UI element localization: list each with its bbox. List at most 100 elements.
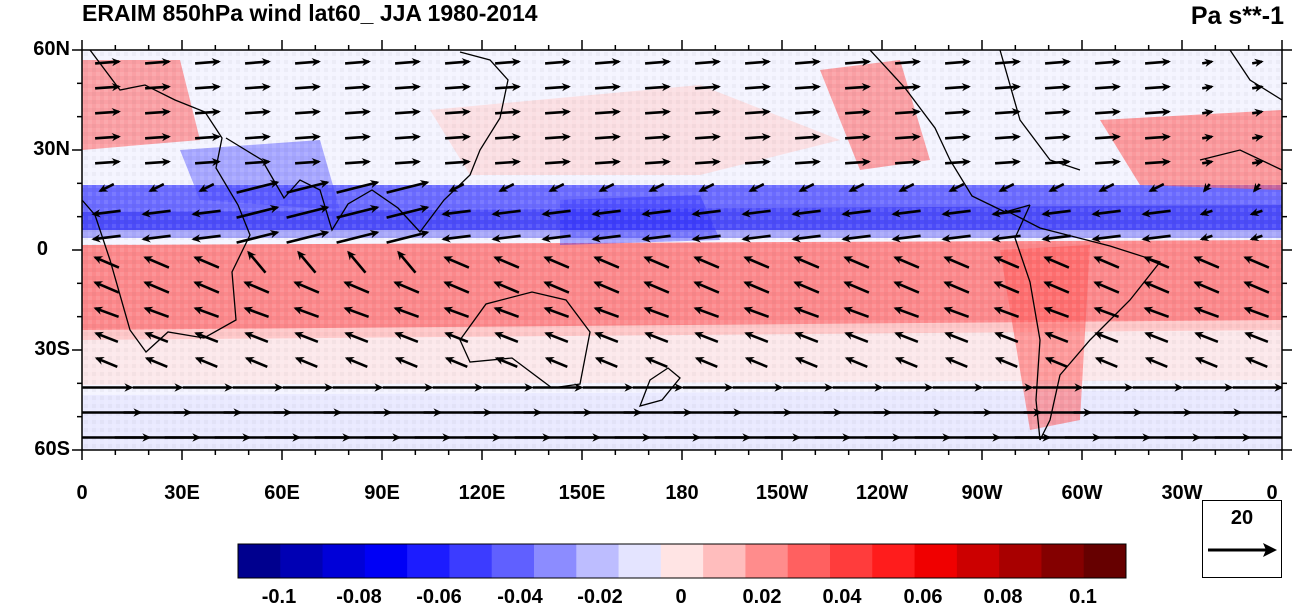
lat-label-60s: 60S — [34, 438, 70, 460]
wind-vector-head — [494, 357, 505, 365]
wind-vector-head — [524, 383, 534, 392]
wind-vector-head — [1254, 58, 1264, 67]
wind-vector-head — [211, 158, 221, 167]
wind-vector — [286, 231, 328, 244]
wind-vector-head — [1044, 331, 1055, 340]
wind-vector-head — [948, 184, 959, 192]
wind-vector — [144, 281, 170, 294]
wind-vector — [843, 234, 871, 241]
wind-vector — [694, 281, 720, 294]
units-label: Pa s**-1 — [1190, 2, 1284, 30]
colorbar-swatch — [999, 544, 1042, 578]
wind-vector-head — [111, 133, 121, 142]
wind-vector-head — [711, 58, 721, 67]
colorbar-swatch — [238, 544, 281, 578]
colorbar-swatch — [449, 544, 493, 578]
wind-vector — [1043, 234, 1071, 241]
wind-vector — [1144, 256, 1170, 269]
wind-vector-head — [944, 331, 955, 340]
colorbar-label-4: -0.04 — [497, 586, 543, 608]
lon-label-90e: 90E — [364, 482, 400, 504]
wind-vector-head — [397, 250, 407, 261]
wind-vector-head — [394, 357, 405, 365]
wind-vector-head — [1243, 281, 1254, 289]
wind-vector-head — [961, 83, 971, 92]
wind-vector-head — [561, 133, 571, 142]
wind-vector — [894, 256, 920, 269]
lon-label-0: 0 — [76, 482, 88, 504]
wind-vector — [544, 281, 570, 294]
wind-vector-head — [1161, 108, 1171, 117]
wind-vector — [1093, 234, 1121, 241]
wind-vector-head — [561, 108, 571, 117]
wind-vector-head — [161, 108, 171, 117]
wind-vector-head — [911, 158, 921, 167]
wind-vector-head — [1199, 208, 1210, 217]
colorbar-swatch — [872, 544, 916, 578]
reference-vector-box: 20 — [1202, 500, 1282, 578]
wind-vector-head — [593, 281, 604, 289]
colorbar-label-3: -0.06 — [416, 586, 462, 608]
wind-vector — [644, 256, 670, 269]
wind-vector — [1143, 209, 1171, 216]
wind-vector — [236, 231, 278, 244]
wind-vector-head — [1143, 281, 1154, 289]
wind-vector-head — [1111, 83, 1121, 92]
wind-vector-head — [611, 133, 621, 142]
wind-vector — [543, 209, 571, 216]
wind-vector-head — [761, 108, 771, 117]
colorbar-swatch — [280, 544, 324, 578]
wind-vector-head — [198, 184, 209, 192]
wind-vector-head — [593, 306, 604, 315]
wind-vector-head — [661, 83, 671, 92]
wind-vector — [193, 209, 221, 216]
wind-vector-head — [611, 108, 621, 117]
wind-vector — [93, 209, 121, 216]
wind-vector-head — [661, 133, 671, 142]
wind-vector-head — [1061, 108, 1071, 117]
wind-vector-head — [698, 184, 709, 192]
wind-vector-head — [498, 184, 509, 192]
wind-vector-head — [511, 108, 521, 117]
wind-vector-head — [711, 133, 721, 142]
wind-vector-head — [174, 383, 184, 392]
wind-vector-head — [561, 83, 571, 92]
wind-vector-head — [961, 58, 971, 67]
wind-vector-head — [593, 256, 604, 264]
wind-vector-head — [1011, 158, 1021, 167]
wind-vector-head — [261, 58, 271, 67]
wind-vector-head — [943, 256, 954, 264]
wind-vector — [193, 234, 221, 241]
wind-vector-head — [1011, 133, 1021, 142]
wind-vector — [1144, 281, 1170, 294]
wind-vector-head — [844, 331, 855, 340]
wind-vector-head — [441, 209, 451, 218]
wind-vector-head — [297, 250, 307, 261]
wind-vector-head — [1161, 58, 1171, 67]
wind-vector-head — [1141, 234, 1151, 243]
wind-vector-head — [543, 306, 554, 315]
wind-vector-head — [711, 158, 721, 167]
wind-vector-head — [643, 306, 654, 315]
wind-vector-head — [419, 180, 430, 189]
wind-vector-head — [861, 83, 871, 92]
wind-vector-head — [1254, 83, 1264, 92]
wind-vector-head — [419, 205, 430, 214]
wind-vector-head — [1093, 306, 1104, 315]
wind-vector-head — [393, 306, 404, 315]
wind-vector — [893, 234, 921, 241]
colorbar-swatch — [660, 544, 704, 578]
wind-vector — [1244, 256, 1270, 269]
wind-vector-head — [961, 133, 971, 142]
wind-vector-head — [269, 205, 280, 214]
wind-vector-head — [269, 180, 280, 189]
wind-vector-head — [224, 383, 234, 392]
wind-vector-head — [843, 256, 854, 264]
wind-vector-head — [911, 133, 921, 142]
wind-vector-head — [811, 108, 821, 117]
wind-vector — [794, 281, 820, 294]
wind-vector — [194, 256, 220, 269]
wind-vector-head — [891, 209, 901, 218]
wind-vector-head — [861, 158, 871, 167]
wind-vector — [286, 181, 328, 194]
